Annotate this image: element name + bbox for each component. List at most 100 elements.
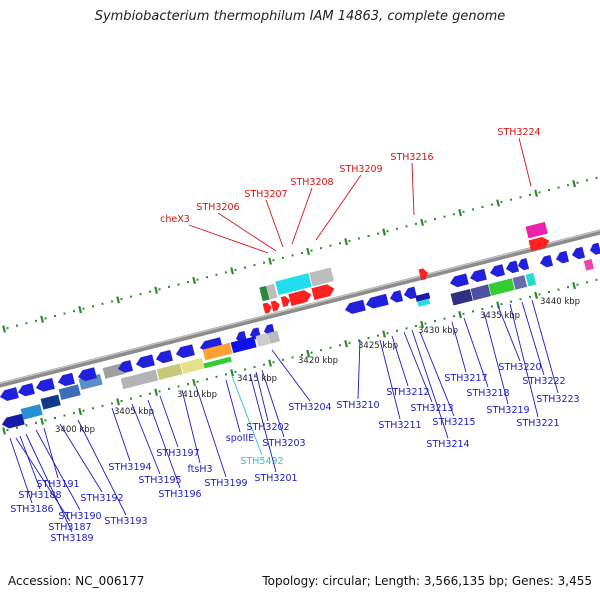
- gene-label-lower: STH3217: [444, 373, 487, 384]
- feature-arrow: [469, 268, 488, 283]
- gene-label-lower: spoIIE: [226, 433, 254, 444]
- tick-dot: [272, 361, 275, 364]
- feature-block: [488, 278, 515, 296]
- tick-dot: [339, 344, 341, 347]
- major-tick: [116, 296, 121, 304]
- feature-arrow: [288, 290, 312, 307]
- genome-summary-text: Topology: circular; Length: 3,566,135 bp…: [262, 574, 592, 588]
- label-connector: [188, 224, 269, 254]
- label-connector: [509, 303, 539, 418]
- label-connector: [181, 389, 201, 464]
- tick-dot: [320, 349, 322, 352]
- tick-dot: [253, 366, 256, 369]
- scale-label: 3435 kbp: [480, 311, 520, 321]
- major-tick: [420, 218, 425, 227]
- tick-dot: [25, 322, 28, 325]
- feature-block: [156, 363, 183, 381]
- tick-dot: [101, 302, 104, 305]
- tick-dot: [291, 254, 294, 257]
- feature-block: [450, 288, 473, 306]
- major-tick: [306, 349, 311, 358]
- tick-dot: [339, 242, 341, 245]
- tick-dot: [225, 373, 227, 376]
- tick-dot: [377, 334, 379, 337]
- tick-dot: [54, 314, 56, 317]
- label-connector: [521, 301, 545, 376]
- gene-label-lower: STH3214: [426, 439, 469, 450]
- tick-dot: [111, 300, 113, 303]
- tick-dot: [310, 249, 313, 252]
- label-connector: [497, 305, 521, 362]
- tick-dot: [538, 293, 541, 296]
- feature-block: [583, 259, 594, 271]
- gene-label-lower: STH3194: [108, 462, 151, 473]
- gene-label-lower: STH3196: [158, 489, 201, 500]
- gene-label-lower: STH3223: [536, 394, 579, 405]
- tick-dot: [92, 305, 94, 308]
- gene-label-upper: cheX3: [160, 214, 190, 225]
- tick-dot: [462, 312, 465, 315]
- label-connector: [265, 199, 284, 248]
- tick-dot: [500, 201, 503, 204]
- label-connector: [403, 331, 433, 403]
- tick-dot: [187, 281, 189, 284]
- tick-dot: [16, 426, 18, 429]
- tick-dot: [529, 295, 531, 298]
- tick-dot: [301, 251, 303, 254]
- feature-block: [512, 275, 528, 290]
- feature-arrow: [344, 299, 367, 315]
- tick-dot: [168, 285, 170, 288]
- gene-label-lower: STH3221: [516, 418, 559, 429]
- tick-dot: [196, 278, 199, 281]
- feature-arrow: [35, 377, 56, 392]
- feature-block: [255, 333, 270, 347]
- label-connector: [231, 375, 263, 456]
- tick-dot: [510, 300, 512, 303]
- major-tick: [230, 369, 235, 377]
- feature-arrow: [365, 293, 389, 309]
- tick-dot: [6, 327, 9, 330]
- tick-dot: [263, 363, 265, 366]
- label-connector: [217, 212, 277, 252]
- tick-dot: [434, 218, 436, 221]
- major-tick: [40, 417, 45, 425]
- major-tick: [420, 320, 425, 329]
- label-connector: [249, 373, 277, 473]
- tick-dot: [291, 356, 294, 359]
- scale-label: 3425 kbp: [358, 341, 398, 351]
- tick-dot: [73, 310, 75, 313]
- tick-dot: [557, 288, 560, 291]
- feature-block: [58, 384, 81, 401]
- tick-dot: [234, 268, 237, 271]
- outer-tick-track: [2, 176, 598, 333]
- feature-arrow: [262, 302, 273, 314]
- label-connector: [255, 371, 269, 422]
- scale-label: 3420 kbp: [298, 356, 338, 366]
- major-tick: [116, 398, 121, 406]
- feature-arrow: [389, 289, 404, 303]
- tick-dot: [405, 327, 408, 330]
- feature-arrow: [555, 250, 570, 264]
- tick-dot: [130, 295, 132, 298]
- label-connector: [411, 162, 415, 216]
- feature-arrow: [1, 413, 25, 429]
- major-tick: [78, 407, 83, 416]
- label-connector: [483, 311, 509, 405]
- tick-dot: [500, 303, 503, 306]
- label-connector: [518, 137, 532, 187]
- gene-label-lower: STH3188: [18, 490, 61, 501]
- tick-dot: [35, 319, 37, 322]
- feature-block: [202, 342, 233, 361]
- feature-block: [259, 285, 270, 302]
- feature-track: [0, 221, 600, 429]
- gene-label-lower: STH3203: [262, 438, 305, 449]
- gene-label-upper: STH3209: [339, 164, 382, 175]
- major-tick: [458, 311, 463, 319]
- feature-block: [120, 369, 159, 390]
- tick-dot: [282, 256, 284, 259]
- major-tick: [458, 209, 463, 217]
- tick-dot: [415, 222, 417, 225]
- tick-dot: [481, 205, 484, 208]
- label-connector: [271, 349, 311, 402]
- tick-dot: [25, 424, 28, 427]
